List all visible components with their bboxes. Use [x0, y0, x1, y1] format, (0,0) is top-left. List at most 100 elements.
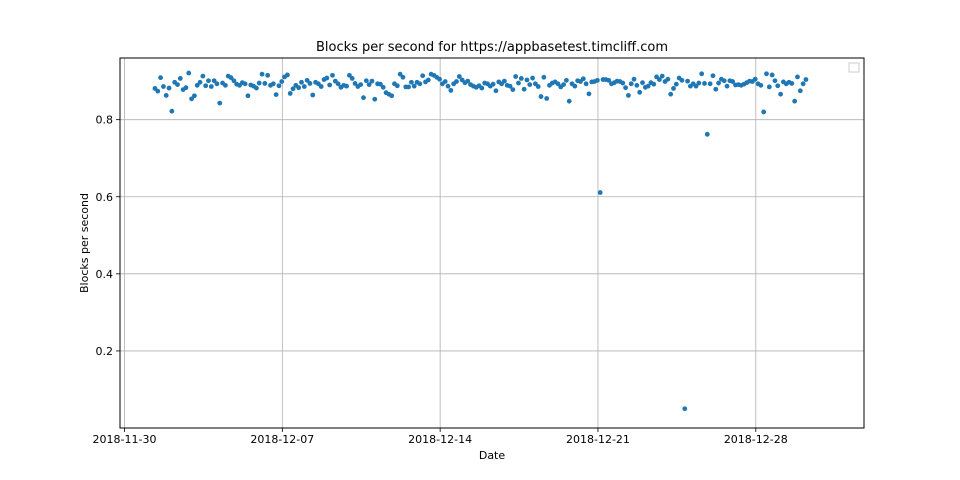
data-point: [538, 94, 544, 99]
data-point: [716, 80, 721, 86]
data-point: [327, 82, 333, 88]
data-point: [265, 72, 271, 78]
data-point: [304, 77, 310, 83]
data-point: [631, 76, 637, 82]
data-point: [228, 75, 234, 81]
data-point: [766, 84, 772, 90]
data-point: [208, 84, 214, 89]
data-point: [628, 81, 634, 87]
data-point: [685, 78, 690, 84]
data-point: [425, 77, 431, 83]
data-point: [524, 77, 530, 83]
x-tick-label: 2018-12-07: [250, 433, 314, 446]
data-point: [352, 81, 358, 86]
data-point: [510, 87, 516, 93]
data-point: [564, 77, 569, 83]
data-point: [597, 190, 603, 195]
data-point: [400, 74, 406, 80]
data-point: [445, 83, 451, 89]
data-point: [361, 95, 366, 101]
data-point: [797, 88, 803, 94]
data-point: [161, 84, 166, 89]
data-point: [541, 74, 547, 80]
data-point: [203, 83, 209, 89]
data-points: [152, 70, 809, 412]
data-point: [713, 86, 719, 92]
data-point: [175, 82, 180, 87]
data-point: [245, 93, 251, 99]
data-point: [270, 81, 276, 87]
data-point: [366, 82, 372, 87]
data-point: [330, 72, 335, 78]
data-point: [166, 85, 172, 91]
plot-frame: [119, 57, 865, 429]
data-point: [200, 73, 206, 79]
data-point: [397, 71, 403, 77]
data-point: [626, 92, 631, 98]
data-point: [758, 82, 764, 88]
data-point: [217, 100, 223, 106]
data-point: [707, 81, 713, 87]
data-point: [775, 83, 781, 89]
data-point: [169, 108, 175, 114]
data-point: [442, 79, 448, 84]
data-point: [586, 91, 592, 97]
data-point: [194, 82, 200, 88]
data-point: [710, 73, 716, 79]
data-point: [659, 73, 665, 79]
data-point: [378, 81, 383, 87]
data-point: [372, 96, 378, 102]
data-point: [301, 84, 307, 89]
data-point: [769, 72, 775, 78]
data-point: [206, 78, 211, 84]
data-point: [380, 84, 386, 90]
data-point: [231, 78, 237, 84]
legend-box: [848, 62, 860, 73]
data-point: [285, 72, 290, 78]
data-point: [665, 76, 671, 82]
data-point: [349, 76, 355, 81]
data-point: [211, 78, 217, 84]
data-point: [454, 79, 459, 84]
data-point: [544, 96, 550, 101]
grid-lines: [120, 58, 864, 428]
data-point: [335, 81, 341, 87]
data-point: [186, 70, 192, 76]
data-point: [287, 91, 293, 96]
data-point: [490, 81, 496, 87]
data-point: [465, 78, 471, 84]
data-point: [761, 109, 767, 115]
y-tick-label: 0.8: [96, 114, 114, 127]
data-point: [502, 78, 507, 84]
data-point: [192, 93, 197, 99]
data-point: [696, 80, 702, 86]
data-point: [513, 74, 519, 79]
data-point: [657, 77, 662, 82]
data-point: [645, 83, 651, 89]
x-axis-label: Date: [479, 449, 506, 462]
data-point: [493, 88, 499, 94]
data-point: [223, 82, 228, 88]
data-point: [679, 77, 685, 83]
data-point: [693, 83, 699, 89]
data-point: [704, 131, 710, 137]
data-point: [369, 78, 375, 84]
data-point: [795, 74, 800, 80]
axis-ticks: 2018-11-30 2018-12-07 2018-12-14 2018-12-21…: [93, 114, 788, 446]
data-point: [668, 91, 674, 97]
data-point: [177, 76, 183, 81]
data-point: [792, 98, 798, 104]
data-point: [527, 82, 533, 87]
x-tick-label: 2018-12-21: [566, 433, 630, 446]
data-point: [516, 80, 521, 86]
data-point: [448, 87, 454, 93]
y-tick-label: 0.4: [96, 268, 114, 281]
data-point: [566, 98, 572, 104]
x-tick-label: 2018-12-28: [724, 433, 788, 446]
data-point: [158, 75, 163, 81]
data-point: [307, 81, 313, 86]
data-point: [254, 85, 259, 91]
data-point: [752, 76, 758, 82]
data-point: [347, 72, 352, 78]
